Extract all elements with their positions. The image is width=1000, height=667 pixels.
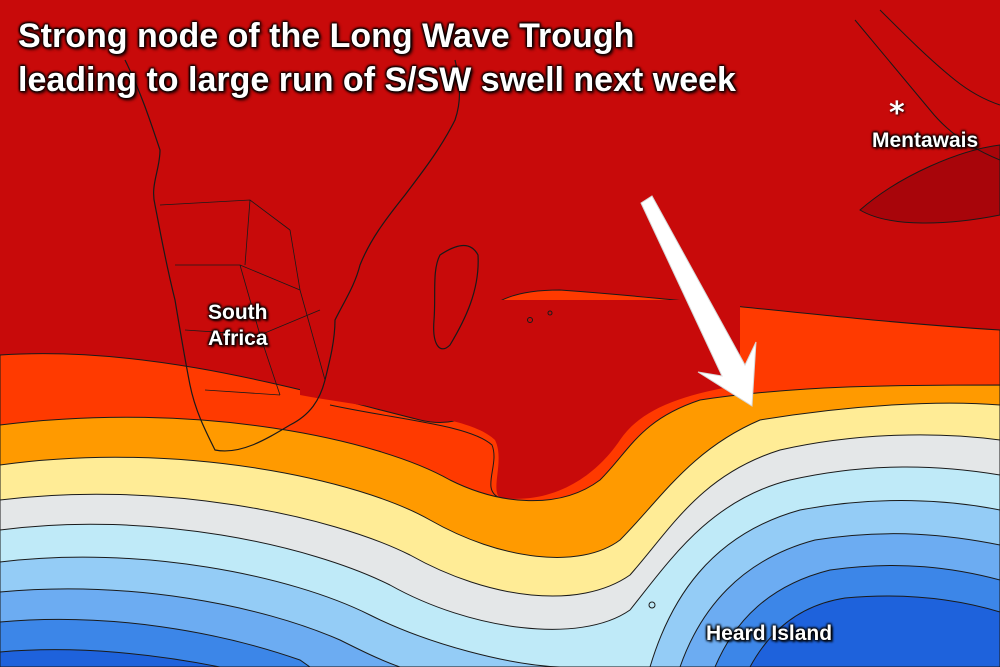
island-kerguelen	[648, 601, 656, 609]
coastline-madagascar	[433, 245, 479, 350]
border-lines	[159, 199, 326, 396]
contour-blue	[0, 565, 1000, 667]
map-title: Strong node of the Long Wave Trough lead…	[18, 14, 736, 102]
label-south-africa-line-1: South	[208, 301, 268, 324]
label-south-africa: South Africa	[208, 300, 268, 352]
label-mentawais: Mentawais	[872, 129, 979, 152]
island-mascarene-1	[527, 317, 533, 323]
coastline-sumatra	[854, 9, 1000, 161]
label-south-africa-line-2: Africa	[208, 327, 268, 350]
contour-red-tongue	[300, 300, 740, 499]
red-core-mentawais	[859, 144, 1000, 224]
title-line-1: Strong node of the Long Wave Trough	[18, 17, 635, 55]
mentawais-marker: *	[889, 96, 905, 131]
title-line-2: leading to large run of S/SW swell next …	[18, 61, 736, 99]
label-heard-island: Heard Island	[706, 622, 833, 645]
coastline-africa	[124, 59, 461, 452]
swell-arrow	[640, 195, 757, 407]
contour-deep-blue-east	[749, 595, 1000, 667]
contour-red-tongue-edge	[329, 404, 501, 499]
island-mascarene-2	[547, 310, 553, 316]
